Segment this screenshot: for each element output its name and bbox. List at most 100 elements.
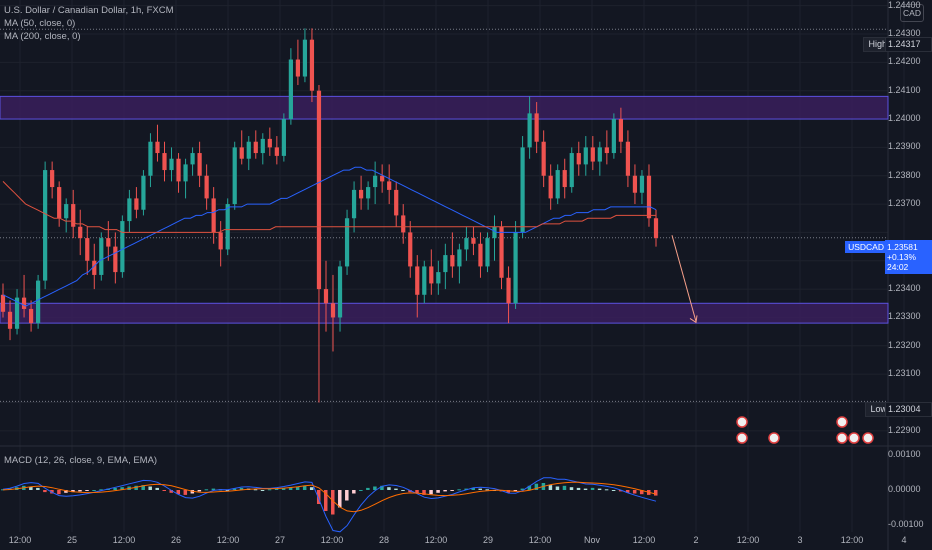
macd-histogram-bar <box>197 490 202 492</box>
macd-histogram-bar <box>85 490 89 491</box>
candle-body <box>211 198 216 233</box>
currency-badge[interactable]: CAD <box>900 4 924 22</box>
candle-body <box>50 170 55 188</box>
macd-tick-label: 0.00000 <box>888 484 921 494</box>
macd-histogram-bar <box>253 489 258 491</box>
time-tick-label: 29 <box>482 535 494 545</box>
candle-body <box>639 175 645 193</box>
time-tick-label: Nov <box>583 535 601 545</box>
candle-body <box>316 90 322 290</box>
macd-histogram-bar <box>513 490 518 492</box>
candle-body <box>64 204 69 219</box>
macd-histogram-bar <box>1 489 5 491</box>
candle-body <box>36 280 41 324</box>
macd-histogram-bar <box>331 490 335 515</box>
macd-histogram-bar <box>632 490 637 494</box>
candle-body <box>7 311 13 329</box>
macd-histogram-bar <box>169 490 174 493</box>
candle-body <box>548 175 553 199</box>
macd-histogram-bar <box>204 489 209 491</box>
price-tick-label: 1.23400 <box>888 283 921 294</box>
candle-body <box>99 238 104 275</box>
macd-histogram-bar <box>71 490 75 493</box>
candle-body <box>190 153 195 165</box>
candle-body <box>394 189 399 216</box>
candle-body <box>21 297 27 309</box>
zone-support <box>0 302 889 324</box>
ma50-line <box>2 166 657 307</box>
candle-body <box>148 141 153 176</box>
price-tick-label: 1.23200 <box>888 339 921 350</box>
macd-histogram-bar <box>534 483 539 490</box>
macd-histogram-bar <box>654 490 658 496</box>
time-tick-label: 2 <box>693 535 699 545</box>
macd-histogram-bar <box>225 490 230 491</box>
macd-histogram-bar <box>99 489 103 491</box>
macd-histogram-bar <box>92 490 96 491</box>
macd-histogram-bar <box>267 489 272 491</box>
candle-body <box>499 226 504 278</box>
macd-histogram-bar <box>78 490 82 492</box>
candle-body <box>106 238 111 247</box>
macd-histogram-bar <box>401 490 405 491</box>
zone-resistance <box>0 95 889 120</box>
macd-histogram-bar <box>281 487 286 490</box>
macd-histogram-bar <box>113 487 117 490</box>
macd-histogram-bar <box>36 487 40 490</box>
candle-body <box>78 226 83 239</box>
candle-body <box>204 175 209 199</box>
macd-histogram-bar <box>43 490 47 493</box>
candle-body <box>562 170 567 188</box>
macd-histogram-bar <box>29 486 33 490</box>
current-change: +0.13% <box>887 252 917 262</box>
macd-histogram-bar <box>520 488 525 490</box>
candle-body <box>436 272 441 284</box>
macd-histogram-bar <box>366 487 370 490</box>
candle-body <box>295 59 301 77</box>
candle-body <box>387 181 392 190</box>
macd-histogram-bar <box>604 489 609 491</box>
macd-histogram-bar <box>450 490 454 491</box>
candle-body <box>408 232 413 267</box>
macd-histogram-bar <box>548 485 553 490</box>
macd-histogram-bar <box>485 489 489 491</box>
time-tick-label: 26 <box>170 535 182 545</box>
candle-body <box>646 175 652 219</box>
candle-body <box>527 113 532 148</box>
candle-body <box>14 297 20 329</box>
macd-histogram-bar <box>295 486 300 490</box>
candle-body <box>583 147 588 165</box>
macd-histogram-bar <box>429 490 433 495</box>
signal-line <box>2 481 657 513</box>
macd-histogram-bar <box>155 487 159 490</box>
candle-body <box>429 266 434 284</box>
candle-body <box>0 294 6 312</box>
candle-body <box>576 153 581 165</box>
candle-body <box>43 170 48 281</box>
macd-histogram-bar <box>394 488 398 490</box>
candle-body <box>323 289 329 304</box>
candle-body <box>373 175 378 188</box>
ma50-legend[interactable]: MA (50, close, 0) <box>4 18 76 29</box>
candle-body <box>302 39 308 77</box>
candle-body <box>478 243 483 267</box>
symbol-tag: USDCAD <box>845 241 887 253</box>
time-tick-label: 28 <box>378 535 390 545</box>
candle-body <box>246 141 251 159</box>
macd-histogram-bar <box>625 490 630 493</box>
macd-histogram-bar <box>569 487 574 490</box>
macd-histogram-bar <box>274 488 279 490</box>
candle-body <box>260 138 265 154</box>
candle-body <box>134 198 139 210</box>
macd-histogram-bar <box>506 490 511 493</box>
chart-title: U.S. Dollar / Canadian Dollar, 1h, FXCM <box>4 5 174 16</box>
macd-histogram-bar <box>639 490 644 495</box>
candle-body <box>197 153 202 176</box>
candle-body <box>625 141 631 176</box>
macd-histogram-bar <box>239 487 244 490</box>
macd-legend[interactable]: MACD (12, 26, close, 9, EMA, EMA) <box>4 455 158 466</box>
ma200-legend[interactable]: MA (200, close, 0) <box>4 31 81 42</box>
candle-body <box>239 147 244 159</box>
candle-body <box>274 147 279 156</box>
